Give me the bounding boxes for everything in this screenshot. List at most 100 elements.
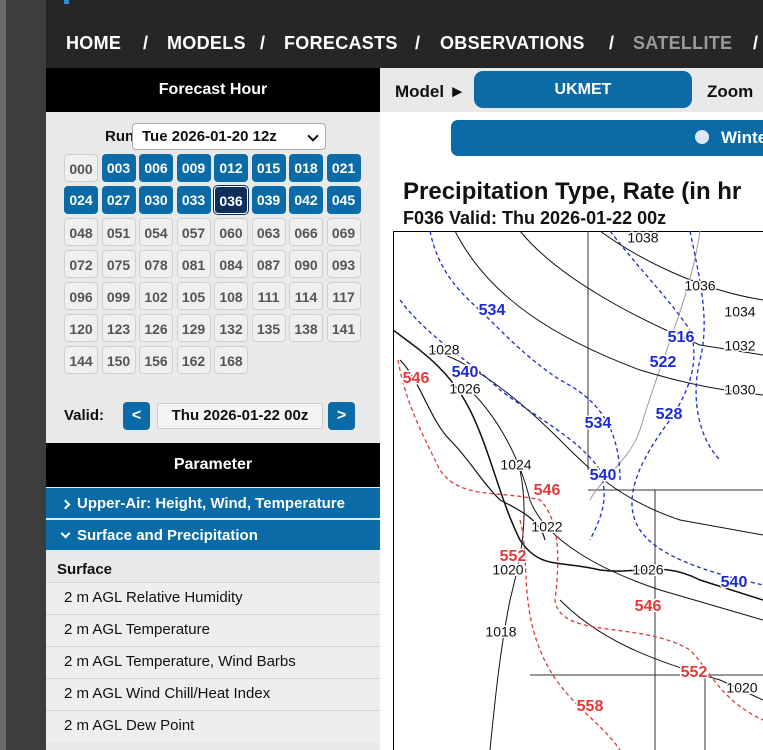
parameter-item[interactable]: 2 m AGL Relative Humidity xyxy=(46,582,380,614)
next-hour-button[interactable]: > xyxy=(328,402,355,430)
hour-button[interactable]: 033 xyxy=(176,186,211,214)
hour-button: 090 xyxy=(289,250,323,278)
section-label: Surface xyxy=(57,561,113,578)
zoom-label: Zoom xyxy=(707,82,754,101)
model-button[interactable]: UKMET xyxy=(474,71,692,108)
contour-label: 1020 xyxy=(492,562,523,578)
hour-button: 162 xyxy=(176,346,211,374)
nav-models[interactable]: MODELS xyxy=(167,33,246,53)
hour-button[interactable]: 003 xyxy=(101,154,136,182)
contour-label: 1020 xyxy=(726,680,757,696)
contour-label: 1022 xyxy=(531,519,562,535)
hour-button[interactable]: 021 xyxy=(326,154,361,182)
hour-button: 057 xyxy=(176,218,211,246)
nav-separator: / xyxy=(753,33,759,53)
contour-label: 546 xyxy=(403,370,430,387)
contour-label: 522 xyxy=(650,354,677,371)
top-nav: HOME / MODELS / FORECASTS / OBSERVATIONS… xyxy=(46,0,763,68)
contour-label: 534 xyxy=(585,415,612,432)
hour-button[interactable]: 036 xyxy=(214,186,248,214)
contour-label: 1030 xyxy=(724,382,755,398)
hour-button: 120 xyxy=(64,314,98,342)
hour-button: 150 xyxy=(101,346,136,374)
run-value: Tue 2026-01-20 12z xyxy=(142,128,277,145)
hour-button[interactable]: 042 xyxy=(289,186,323,214)
hour-button: 078 xyxy=(139,250,173,278)
nav-home[interactable]: HOME xyxy=(66,33,122,53)
hour-button[interactable]: 027 xyxy=(101,186,136,214)
contour-label: 1034 xyxy=(724,304,755,320)
nav-satellite[interactable]: SATELLITE xyxy=(633,33,733,53)
parameter-group[interactable]: Surface and Precipitation xyxy=(46,520,380,551)
winter-banner-button[interactable]: Winte xyxy=(451,120,763,156)
hour-button[interactable]: 024 xyxy=(64,186,98,214)
hour-button: 114 xyxy=(289,282,323,310)
hour-button: 126 xyxy=(139,314,173,342)
hour-button[interactable]: 012 xyxy=(214,154,248,182)
hour-button: 000 xyxy=(64,154,98,182)
hour-button: 111 xyxy=(251,282,286,310)
nav-separator: / xyxy=(415,33,421,53)
hour-button: 138 xyxy=(289,314,323,342)
contour-label: 540 xyxy=(590,467,617,484)
parameter-header: Parameter xyxy=(46,443,380,487)
chart-title: Precipitation Type, Rate (in hr xyxy=(403,178,742,205)
prev-hour-button[interactable]: < xyxy=(123,402,150,430)
hour-button: 054 xyxy=(139,218,173,246)
parameter-item[interactable]: 2 m AGL Dew Point xyxy=(46,710,380,742)
contour-label: 1032 xyxy=(724,338,755,354)
hour-button[interactable]: 009 xyxy=(176,154,211,182)
nav-forecasts[interactable]: FORECASTS xyxy=(284,33,398,53)
model-label: Model ► xyxy=(395,82,466,101)
hour-button: 075 xyxy=(101,250,136,278)
contour-label: 528 xyxy=(656,406,683,423)
hour-button[interactable]: 018 xyxy=(289,154,323,182)
parameter-item[interactable]: 2 m AGL Wind Chill/Heat Index xyxy=(46,678,380,710)
parameter-item[interactable]: 2 m AGL Temperature xyxy=(46,614,380,646)
contour-label: 516 xyxy=(668,329,695,346)
logo-fragment xyxy=(64,0,69,4)
sidebar-strip xyxy=(0,0,46,750)
hour-button: 084 xyxy=(214,250,248,278)
hour-button: 168 xyxy=(214,346,248,374)
hour-button: 132 xyxy=(214,314,248,342)
parameter-item[interactable]: 2 m AGL Temperature, Wind Barbs xyxy=(46,646,380,678)
hour-button: 108 xyxy=(214,282,248,310)
nav-separator: / xyxy=(260,33,266,53)
contour-label: 534 xyxy=(479,302,506,319)
hour-button[interactable]: 015 xyxy=(251,154,286,182)
nav-observations[interactable]: OBSERVATIONS xyxy=(440,33,585,53)
nav-separator: / xyxy=(609,33,615,53)
parameter-group[interactable]: Upper-Air: Height, Wind, Temperature xyxy=(46,488,380,519)
contour-label: 1026 xyxy=(449,381,480,397)
hour-button[interactable]: 030 xyxy=(139,186,173,214)
hour-button[interactable]: 045 xyxy=(326,186,361,214)
contour-label: 1036 xyxy=(684,278,715,294)
hour-button: 156 xyxy=(139,346,173,374)
contour-label: 540 xyxy=(452,364,479,381)
banner-text: Winte xyxy=(721,128,763,147)
hour-button[interactable]: 006 xyxy=(139,154,173,182)
nav-separator: / xyxy=(143,33,149,53)
toolbar: Model ► UKMET Zoom xyxy=(380,68,763,112)
hour-button: 069 xyxy=(326,218,361,246)
hour-button: 060 xyxy=(214,218,248,246)
map-lines xyxy=(393,231,763,750)
run-label: Run: xyxy=(105,128,140,145)
hour-button: 135 xyxy=(251,314,286,342)
contour-label: 558 xyxy=(577,698,604,715)
run-select[interactable]: Tue 2026-01-20 12z xyxy=(132,123,326,150)
hour-button[interactable]: 039 xyxy=(251,186,286,214)
map-labels: 1038 1036 1034 1032 1030 1028 1026 1024 1022 1020… xyxy=(401,231,759,717)
hour-button: 093 xyxy=(326,250,361,278)
contour-label: 546 xyxy=(534,482,561,499)
hour-button: 096 xyxy=(64,282,98,310)
contour-label: 540 xyxy=(721,574,748,591)
hour-button: 048 xyxy=(64,218,98,246)
contour-label: 552 xyxy=(500,548,527,565)
contour-label: 1024 xyxy=(500,457,531,473)
hour-button: 063 xyxy=(251,218,286,246)
hour-button: 072 xyxy=(64,250,98,278)
